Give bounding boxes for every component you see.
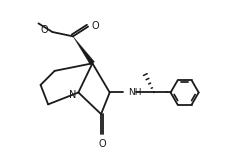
Text: N: N	[69, 90, 76, 100]
Polygon shape	[73, 36, 94, 65]
Text: O: O	[92, 21, 100, 31]
Text: O: O	[98, 139, 106, 149]
Text: NH: NH	[128, 88, 142, 97]
Text: O: O	[41, 25, 49, 35]
